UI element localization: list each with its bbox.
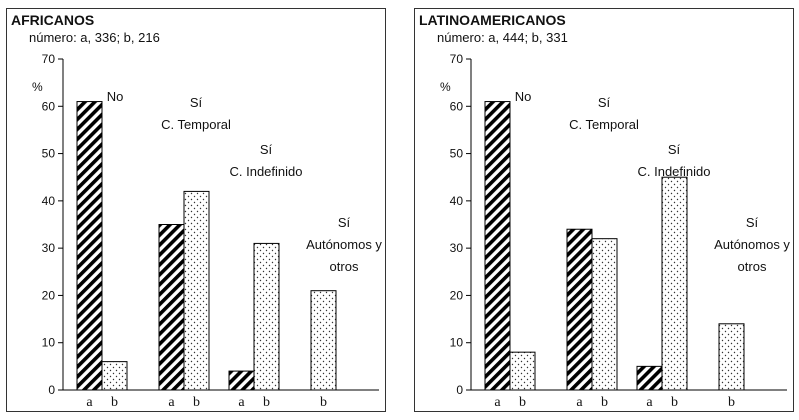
bar-a bbox=[566, 228, 593, 391]
bar-a bbox=[228, 370, 255, 391]
y-tick-label: 50 bbox=[42, 147, 56, 161]
group-label: C. Temporal bbox=[161, 117, 231, 132]
group-label: Sí bbox=[338, 215, 351, 230]
group-label: C. Indefinido bbox=[230, 164, 303, 179]
chart-panel-latinoamericanos: LATINOAMERICANOS número: a, 444; b, 331 0 1… bbox=[414, 8, 794, 412]
group-label: Sí bbox=[598, 95, 611, 110]
bar-b bbox=[310, 290, 337, 391]
y-tick-label: 0 bbox=[456, 383, 463, 397]
chart-panel-africanos: AFRICANOS número: a, 336; b, 216 0 10 20 30 40… bbox=[6, 8, 386, 412]
x-tick-label: b bbox=[601, 395, 608, 410]
bar-a bbox=[158, 224, 185, 391]
y-tick-label: 30 bbox=[450, 241, 464, 255]
chart-svg: LATINOAMERICANOS número: a, 444; b, 331 0 1… bbox=[419, 12, 790, 410]
x-tick-label: b bbox=[111, 395, 118, 410]
group-label: C. Temporal bbox=[569, 117, 639, 132]
chart-subtitle: número: a, 444; b, 331 bbox=[437, 30, 568, 45]
bar-b bbox=[183, 190, 210, 391]
bar-b bbox=[509, 351, 536, 391]
group-label: Sí bbox=[260, 142, 273, 157]
group-label: otros bbox=[738, 259, 767, 274]
group-label: Autónomos y bbox=[714, 237, 790, 252]
y-tick-label: 10 bbox=[42, 336, 56, 350]
y-tick-label: 20 bbox=[450, 288, 464, 302]
group-label: Autónomos y bbox=[306, 237, 382, 252]
chart-svg: AFRICANOS número: a, 336; b, 216 0 10 20 30 40… bbox=[11, 12, 382, 410]
x-tick-label: a bbox=[168, 395, 175, 410]
group-label: Sí bbox=[746, 215, 759, 230]
bar-b bbox=[101, 361, 128, 391]
group-label: No bbox=[515, 89, 532, 104]
y-tick-label: 50 bbox=[450, 147, 464, 161]
x-tick-label: b bbox=[671, 395, 678, 410]
chart-title: AFRICANOS bbox=[11, 12, 94, 28]
group-label: Sí bbox=[190, 95, 203, 110]
chart-subtitle: número: a, 336; b, 216 bbox=[29, 30, 160, 45]
bar-a bbox=[636, 365, 663, 391]
bar-a bbox=[484, 101, 511, 391]
bar-a bbox=[76, 101, 103, 391]
x-tick-label: b bbox=[193, 395, 200, 410]
y-tick-label: 70 bbox=[450, 52, 464, 66]
chart-title: LATINOAMERICANOS bbox=[419, 12, 566, 28]
y-tick-label: 70 bbox=[42, 52, 56, 66]
y-tick-label: 0 bbox=[48, 383, 55, 397]
y-tick-label: 40 bbox=[42, 194, 56, 208]
y-axis-unit: % bbox=[440, 80, 451, 94]
x-tick-label: b bbox=[728, 395, 735, 410]
group-label: C. Indefinido bbox=[638, 164, 711, 179]
y-tick-label: 60 bbox=[450, 99, 464, 113]
bar-b bbox=[661, 176, 688, 391]
bar-b bbox=[591, 238, 618, 391]
y-tick-label: 20 bbox=[42, 288, 56, 302]
group-label: Sí bbox=[668, 142, 681, 157]
bar-b bbox=[253, 242, 280, 391]
x-tick-label: a bbox=[238, 395, 245, 410]
x-tick-label: a bbox=[86, 395, 93, 410]
y-tick-label: 60 bbox=[42, 99, 56, 113]
x-tick-label: b bbox=[320, 395, 327, 410]
x-tick-label: b bbox=[519, 395, 526, 410]
bar-b bbox=[718, 323, 745, 391]
y-axis-unit: % bbox=[32, 80, 43, 94]
y-tick-label: 40 bbox=[450, 194, 464, 208]
group-label: otros bbox=[330, 259, 359, 274]
x-tick-label: a bbox=[576, 395, 583, 410]
group-label: No bbox=[107, 89, 124, 104]
x-tick-label: b bbox=[263, 395, 270, 410]
y-tick-label: 30 bbox=[42, 241, 56, 255]
x-tick-label: a bbox=[646, 395, 653, 410]
x-tick-label: a bbox=[494, 395, 501, 410]
y-tick-label: 10 bbox=[450, 336, 464, 350]
